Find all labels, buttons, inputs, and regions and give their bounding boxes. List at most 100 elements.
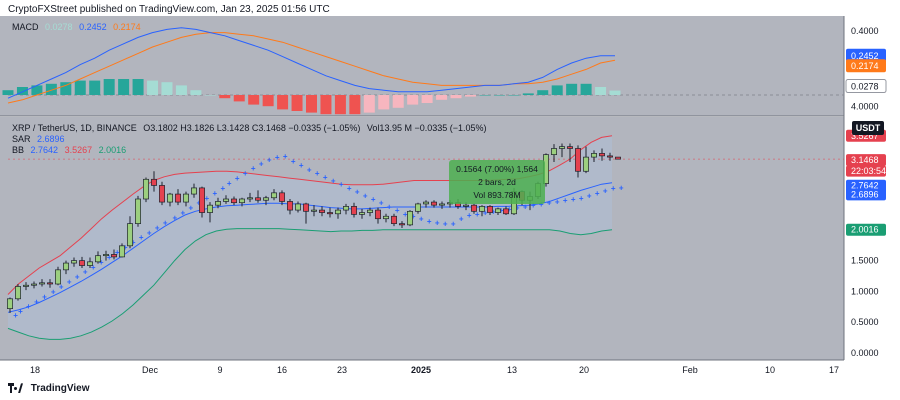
candle-body <box>311 209 317 212</box>
sar-dot: + <box>275 153 280 162</box>
macd-y-tick-label: 0.4000 <box>851 26 879 36</box>
macd-histogram-bar <box>580 83 592 95</box>
sar-dot: + <box>42 292 47 301</box>
time-axis-label: 10 <box>765 365 775 375</box>
sar-dot: + <box>243 169 248 178</box>
macd-histogram-bar <box>436 95 448 100</box>
sar-dot: + <box>587 191 592 200</box>
price-value-badge <box>846 165 886 177</box>
macd-histogram-bar <box>219 95 231 99</box>
sar-dot: + <box>155 223 160 232</box>
sar-dot: + <box>59 282 64 291</box>
time-axis-label: 17 <box>829 365 839 375</box>
candle-body <box>495 208 501 213</box>
bb-legend-basis: 2.7642 <box>30 145 59 155</box>
sar-dot: + <box>435 218 440 227</box>
sar-dot: + <box>51 287 56 296</box>
candle-body <box>167 193 173 203</box>
macd-histogram-bar <box>132 79 144 95</box>
published-header: CryptoFXStreet published on TradingView.… <box>8 4 330 15</box>
bb-legend-label: BB <box>12 145 25 155</box>
macd-histogram-bar <box>349 95 361 115</box>
candle-body <box>55 269 61 285</box>
candle-body <box>375 209 381 220</box>
measure-annotation-text: 2 bars, 2d <box>478 177 516 187</box>
sar-dot: + <box>172 213 177 222</box>
sar-dot: + <box>83 268 88 277</box>
candle-body <box>343 206 349 211</box>
candle-body <box>135 198 141 224</box>
sar-dot: + <box>315 169 320 178</box>
candle-body <box>295 203 301 211</box>
macd-histogram-bar <box>551 85 563 95</box>
candle-body <box>15 286 21 300</box>
macd-histogram-bar <box>609 90 621 95</box>
sar-dot: + <box>403 210 408 219</box>
candle-body <box>479 206 485 212</box>
time-axis-label: 13 <box>507 365 517 375</box>
candle-body <box>487 206 493 213</box>
macd-histogram-bar <box>233 95 245 102</box>
candle-body <box>303 203 309 212</box>
candle-body <box>23 284 29 287</box>
sar-dot: + <box>379 199 384 208</box>
macd-histogram-bar <box>103 79 115 95</box>
candle-body <box>559 146 565 149</box>
sar-dot: + <box>188 204 193 213</box>
bb-lower-line <box>7 228 613 340</box>
price-y-tick-label: 0.0000 <box>851 348 879 358</box>
macd-histogram-bar <box>464 95 476 97</box>
sar-dot: + <box>26 302 31 311</box>
sar-dot: + <box>267 156 272 165</box>
candle-body <box>575 148 581 172</box>
sar-dot: + <box>91 263 96 272</box>
macd-legend-signal: 0.2174 <box>113 22 141 32</box>
candle-body <box>207 204 213 213</box>
candle-body <box>95 255 101 263</box>
sar-legend: SAR 2.6896 <box>12 134 69 144</box>
price-y-tick-label: 0.5000 <box>851 317 879 327</box>
macd-value-badge <box>845 79 887 94</box>
candle-body <box>463 204 469 207</box>
price-value-badge-text: 3.5267 <box>851 131 879 141</box>
candle-body <box>239 198 245 204</box>
sar-legend-label: SAR <box>12 134 31 144</box>
sar-dot: + <box>227 179 232 188</box>
candle-body <box>231 198 237 204</box>
candle-body <box>599 153 605 157</box>
candle-body <box>591 153 597 158</box>
sar-dot: + <box>291 157 296 166</box>
currency-button[interactable]: USDT <box>852 121 884 135</box>
macd-histogram-bar <box>508 95 520 96</box>
candle-body <box>127 223 133 247</box>
macd-histogram-bar <box>595 87 607 95</box>
macd-histogram-bar <box>60 82 72 95</box>
sar-dot: + <box>507 205 512 214</box>
macd-histogram-bar <box>522 93 534 95</box>
candle-body <box>183 193 189 203</box>
macd-value-badge <box>846 48 886 62</box>
sar-dot: + <box>523 202 528 211</box>
candle-body <box>199 187 205 213</box>
symbol-label[interactable]: XRP / TetherUS, 1D, BINANCE <box>12 123 137 133</box>
sar-dot: + <box>331 177 336 186</box>
sar-dot: + <box>196 199 201 208</box>
candle-body <box>423 201 429 205</box>
sar-dot: + <box>531 201 536 210</box>
macd-histogram-bar <box>161 82 173 95</box>
sar-legend-value: 2.6896 <box>37 134 65 144</box>
sar-dot: + <box>18 307 23 316</box>
sar-dot: + <box>499 206 504 215</box>
sar-dot: + <box>411 212 416 221</box>
candle-body <box>407 210 413 226</box>
bb-legend-upper: 3.5267 <box>64 145 93 155</box>
sar-dot: + <box>299 161 304 170</box>
macd-histogram-bar <box>262 95 274 107</box>
price-legend-symbol-row: XRP / TetherUS, 1D, BINANCE O3.1802 H3.1… <box>12 123 491 133</box>
candle-body <box>399 223 405 226</box>
sar-dot: + <box>611 184 616 193</box>
sar-dot: + <box>491 207 496 216</box>
price-value-badge-text: 3.1468 <box>851 155 879 165</box>
